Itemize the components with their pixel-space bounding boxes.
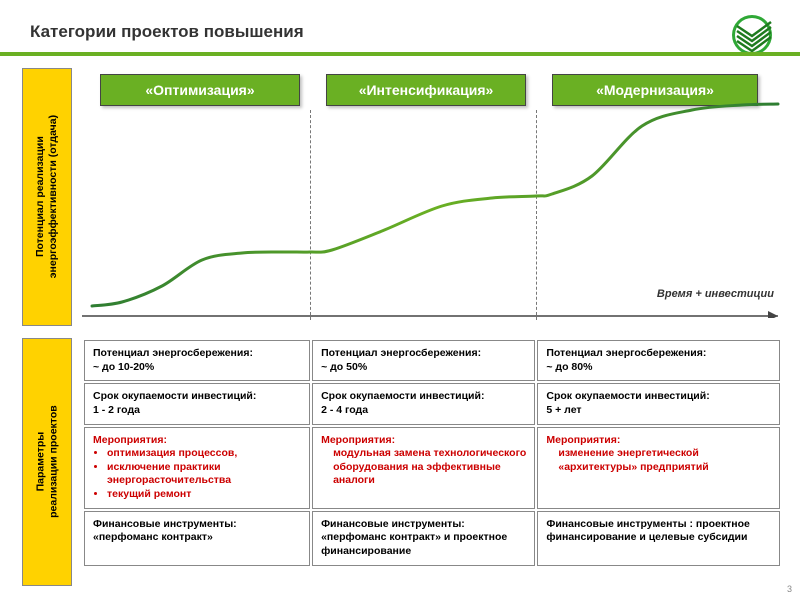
parameters-table: Потенциал энергосбережения: ~ до 10-20%П… xyxy=(82,338,782,568)
table-row: Срок окупаемости инвестиций: 1 - 2 годаС… xyxy=(84,383,780,424)
x-axis-label: Время + инвестиции xyxy=(657,288,774,300)
y-axis-label-box: Потенциал реализацииэнергоэффективности … xyxy=(22,68,72,326)
table-cell: Срок окупаемости инвестиций: 1 - 2 года xyxy=(84,383,310,424)
table-cell: Мероприятия:модульная замена технологиче… xyxy=(312,427,535,509)
header-divider xyxy=(0,52,800,56)
table-cell: Мероприятия:изменение энергетической «ар… xyxy=(537,427,780,509)
page-title: Категории проектов повышения xyxy=(30,22,304,42)
table-cell: Потенциал энергосбережения: ~ до 80% xyxy=(537,340,780,381)
table-cell: Потенциал энергосбережения: ~ до 50% xyxy=(312,340,535,381)
table-cell: Финансовые инструменты : проектное финан… xyxy=(537,511,780,566)
table-row: Финансовые инструменты: «перфоманс контр… xyxy=(84,511,780,566)
table-cell: Срок окупаемости инвестиций: 2 - 4 года xyxy=(312,383,535,424)
page-number: 3 xyxy=(787,584,792,594)
params-label-box: Параметрыреализации проектов xyxy=(22,338,72,586)
table-cell: Срок окупаемости инвестиций: 5 + лет xyxy=(537,383,780,424)
table-row: Мероприятия:оптимизация процессов,исключ… xyxy=(84,427,780,509)
table-cell: Мероприятия:оптимизация процессов,исключ… xyxy=(84,427,310,509)
table-row: Потенциал энергосбережения: ~ до 10-20%П… xyxy=(84,340,780,381)
table-cell: Финансовые инструменты: «перфоманс контр… xyxy=(312,511,535,566)
table-cell: Финансовые инструменты: «перфоманс контр… xyxy=(84,511,310,566)
growth-chart: Время + инвестиции xyxy=(82,68,782,318)
table-cell: Потенциал энергосбережения: ~ до 10-20% xyxy=(84,340,310,381)
